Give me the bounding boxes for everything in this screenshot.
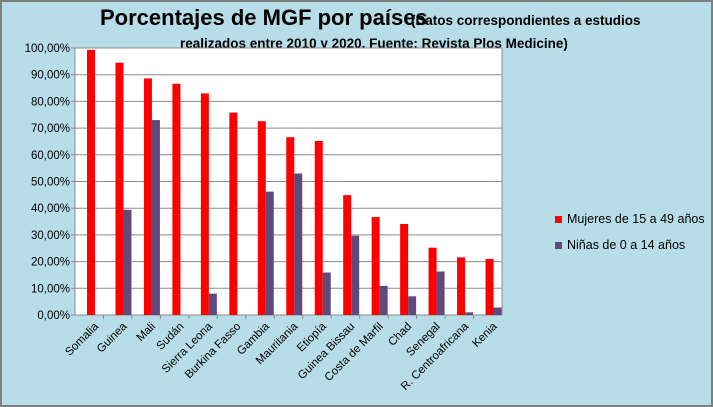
- y-tick-label: 80,00%: [31, 96, 70, 108]
- bar-mujeres: [343, 195, 352, 315]
- bar-ninas: [351, 235, 360, 315]
- bar-mujeres: [457, 257, 466, 315]
- bar-ninas: [493, 307, 502, 315]
- bar-ninas: [123, 209, 132, 315]
- bar-mujeres: [172, 83, 181, 315]
- chart-subtitle-line2: realizados entre 2010 y 2020. Fuente: Re…: [180, 36, 568, 51]
- bar-mujeres: [257, 121, 266, 316]
- y-tick-label: 30,00%: [31, 230, 70, 242]
- y-tick-label: 0,00%: [37, 310, 70, 322]
- legend-label-mujeres: Mujeres de 15 a 49 años: [567, 212, 705, 226]
- legend-label-ninas: Niñas de 0 a 14 años: [567, 238, 686, 252]
- y-tick-label: 60,00%: [31, 150, 70, 162]
- bar-mujeres: [229, 112, 238, 315]
- bar-ninas: [208, 293, 217, 315]
- bar-mujeres: [286, 137, 295, 315]
- bar-ninas: [294, 173, 303, 315]
- legend: Mujeres de 15 a 49 años Niñas de 0 a 14 …: [555, 212, 705, 264]
- x-tick-label: Guinea: [95, 320, 130, 355]
- bar-ninas: [465, 312, 474, 315]
- bar-ninas: [436, 271, 445, 315]
- bar-mujeres: [115, 62, 124, 316]
- bar-mujeres: [485, 258, 494, 315]
- y-tick-label: 70,00%: [31, 123, 70, 135]
- chart-subtitle-line1: (Datos correspondientes a estudios: [411, 13, 641, 28]
- y-tick-label: 40,00%: [31, 203, 70, 215]
- x-tick-label: Somalia: [63, 320, 101, 358]
- bar-mujeres: [143, 78, 152, 315]
- bar-ninas: [379, 285, 388, 315]
- bar-mujeres: [428, 247, 437, 315]
- bar-mujeres: [400, 223, 409, 315]
- y-tick-label: 90,00%: [31, 70, 70, 82]
- bar-ninas: [151, 120, 160, 315]
- bar-mujeres: [314, 140, 323, 315]
- legend-swatch-ninas: [555, 241, 562, 249]
- bar-mujeres: [87, 49, 95, 316]
- y-tick-label: 20,00%: [31, 257, 70, 269]
- x-tick-label: Kenia: [470, 320, 500, 350]
- bar-mujeres: [371, 217, 380, 315]
- legend-item-ninas: Niñas de 0 a 14 años: [555, 238, 705, 252]
- legend-item-mujeres: Mujeres de 15 a 49 años: [555, 212, 705, 226]
- y-tick-label: 10,00%: [31, 283, 70, 295]
- bar-ninas: [322, 272, 331, 315]
- legend-swatch-mujeres: [555, 215, 562, 223]
- chart-title: Porcentajes de MGF por países: [100, 5, 428, 30]
- bar-ninas: [408, 296, 417, 315]
- x-tick-label: Mali: [135, 321, 158, 344]
- y-tick-label: 50,00%: [31, 177, 70, 189]
- y-tick-label: 100,00%: [25, 43, 70, 55]
- bar-mujeres: [200, 93, 209, 315]
- bar-ninas: [265, 191, 274, 315]
